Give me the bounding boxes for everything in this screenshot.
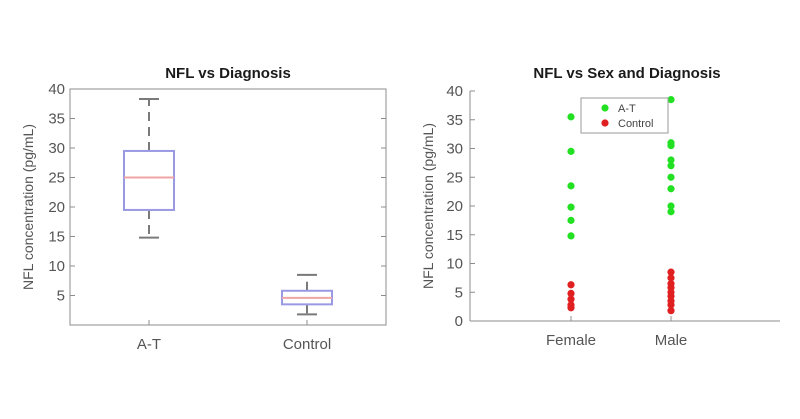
y-tick-label: 10 [446, 256, 463, 273]
data-point-a-t [667, 156, 675, 164]
legend-marker [601, 104, 609, 112]
data-point-a-t [567, 232, 575, 240]
data-point-control [667, 307, 675, 315]
data-point-control [567, 281, 575, 289]
data-point-control [567, 295, 575, 303]
y-tick-label: 30 [48, 140, 65, 157]
legend-label: Control [618, 118, 653, 130]
data-point-a-t [567, 203, 575, 211]
data-point-a-t [667, 162, 675, 170]
data-point-a-t [667, 173, 675, 181]
y-axis-label: NFL concentration (pg/mL) [420, 123, 436, 289]
legend: A-T Control [580, 97, 669, 134]
x-category-label: Male [655, 332, 688, 349]
data-point-control [667, 301, 675, 309]
y-tick-label: 5 [57, 288, 65, 305]
data-point-a-t [567, 216, 575, 224]
y-tick-label: 10 [48, 258, 65, 275]
y-tick-label: 0 [455, 313, 463, 330]
data-point-control [667, 268, 675, 276]
box-0 [123, 149, 175, 211]
y-tick-label: 25 [446, 169, 463, 186]
legend-box [580, 97, 669, 134]
legend-marker [601, 119, 609, 127]
y-tick-label: 20 [446, 198, 463, 215]
data-point-control [667, 274, 675, 282]
y-tick-label: 15 [446, 227, 463, 244]
data-point-a-t [567, 182, 575, 190]
y-tick-label: 35 [446, 112, 463, 129]
data-point-a-t [667, 185, 675, 193]
y-tick-label: 20 [48, 199, 65, 216]
x-category-label: A-T [137, 336, 161, 353]
data-point-a-t [667, 202, 675, 210]
data-point-a-t [567, 147, 575, 155]
y-tick-label: 15 [48, 229, 65, 246]
y-tick-label: 30 [446, 141, 463, 158]
y-tick-label: 40 [48, 81, 65, 98]
scatter-plot-panel: NFL vs Sex and Diagnosis 0 5 10 15 20 25 30 35 40… [420, 65, 780, 349]
y-tick-label: 25 [48, 170, 65, 187]
data-point-a-t [667, 96, 675, 104]
y-tick-label: 5 [455, 284, 463, 301]
data-point-a-t [667, 142, 675, 150]
legend-label: A-T [618, 103, 636, 115]
box-plot-panel: NFL vs Diagnosis 5 10 15 20 25 30 35 40 NFL conce… [20, 65, 387, 353]
data-point-control [567, 304, 575, 312]
y-axis-label: NFL concentration (pg/mL) [20, 124, 36, 290]
chart-title: NFL vs Diagnosis [165, 65, 291, 82]
x-category-label: Female [546, 332, 596, 349]
y-tick-label: 40 [446, 83, 463, 100]
data-point-control [567, 289, 575, 297]
x-category-label: Control [283, 336, 331, 353]
data-point-a-t [667, 208, 675, 216]
chart-title: NFL vs Sex and Diagnosis [533, 65, 720, 82]
y-tick-label: 35 [48, 111, 65, 128]
data-point-a-t [567, 113, 575, 121]
plot-frame [69, 88, 387, 326]
